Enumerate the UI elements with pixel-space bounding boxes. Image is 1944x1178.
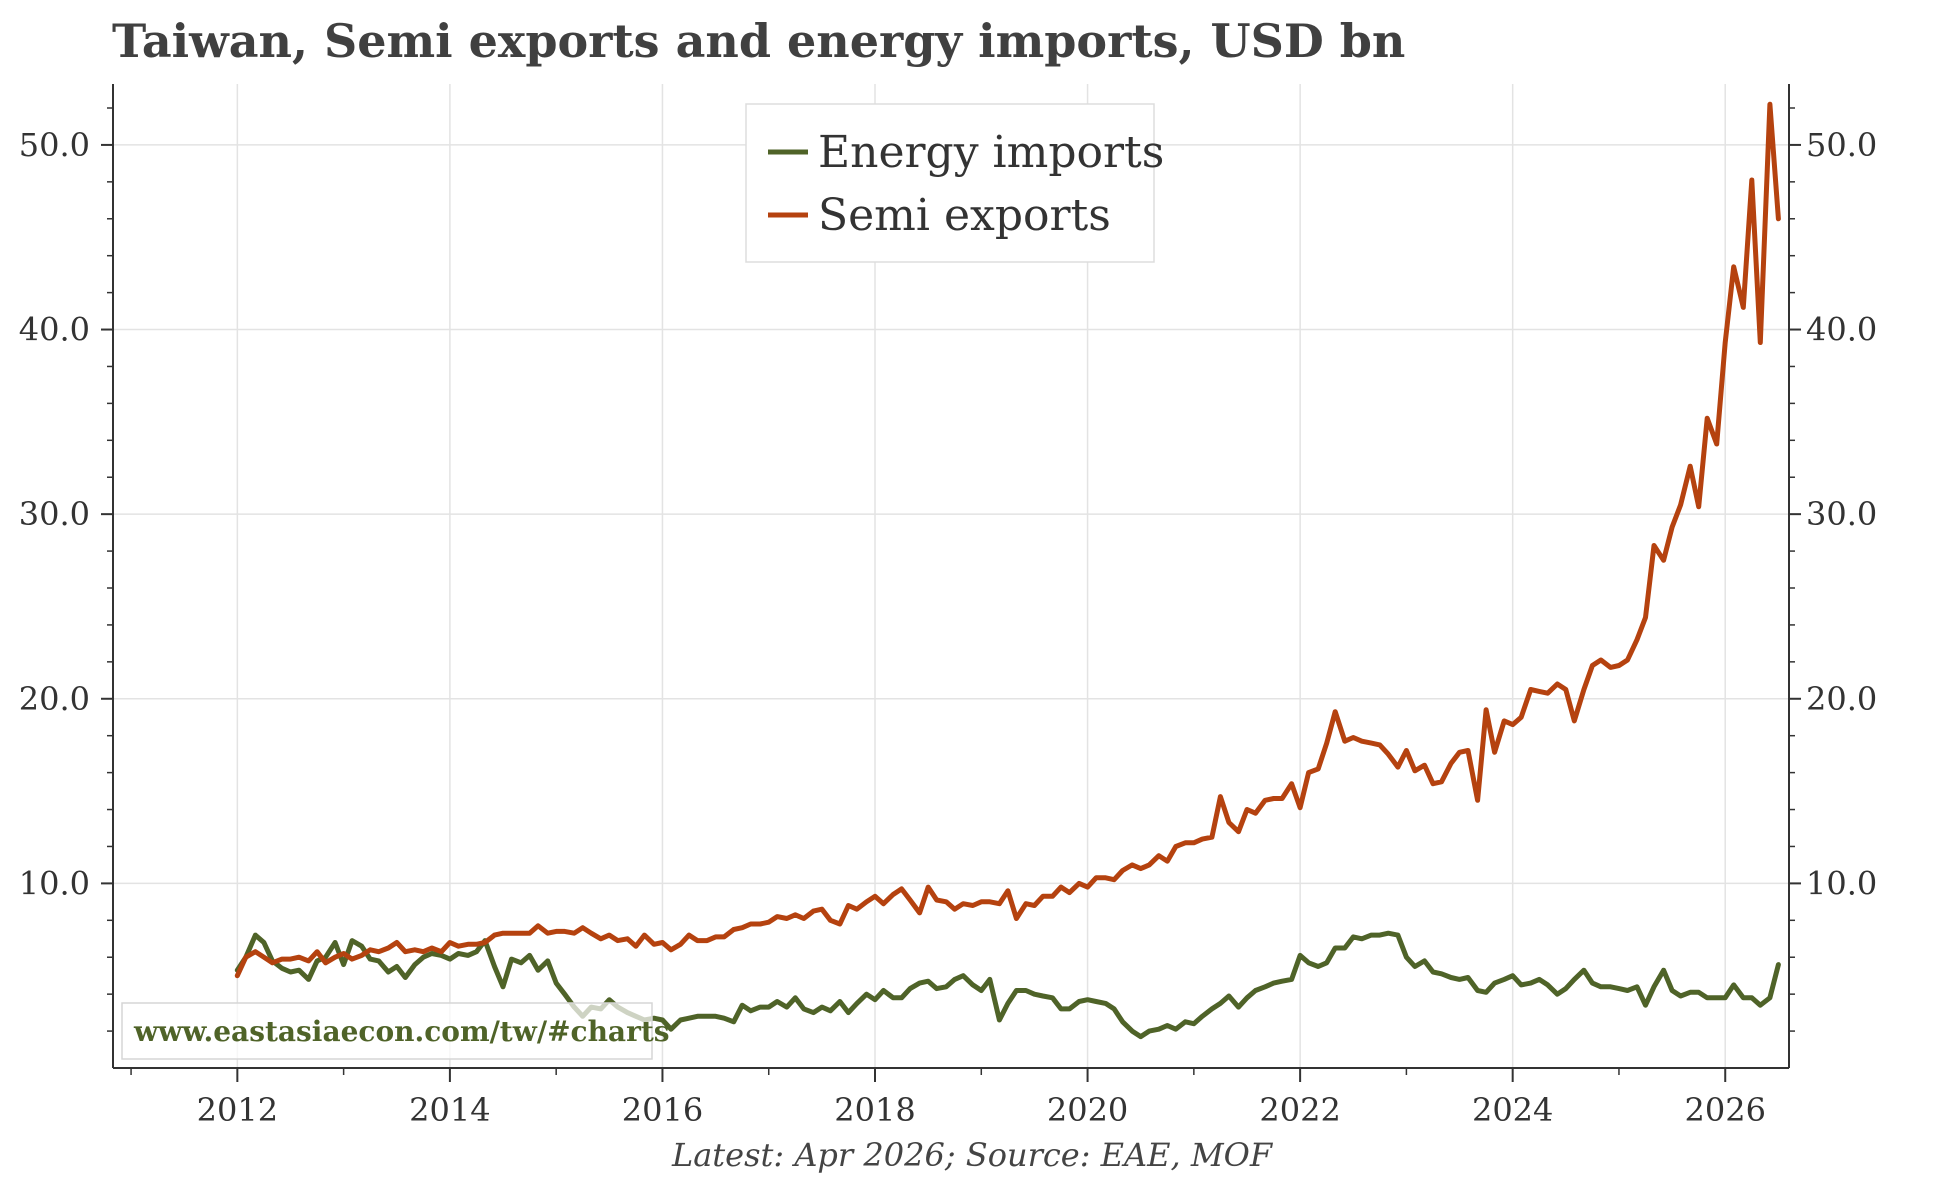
- x-tick-label: 2026: [1685, 1091, 1766, 1129]
- y-tick-label-right: 50.0: [1806, 126, 1877, 164]
- x-tick-label: 2012: [197, 1091, 278, 1129]
- y-tick-label-left: 40.0: [19, 311, 90, 349]
- watermark-text: www.eastasiaecon.com/tw/#charts: [133, 1015, 670, 1048]
- y-tick-label-left: 50.0: [19, 126, 90, 164]
- x-tick-label: 2020: [1047, 1091, 1128, 1129]
- x-tick-label: 2024: [1472, 1091, 1553, 1129]
- watermark: www.eastasiaecon.com/tw/#charts: [121, 1002, 670, 1060]
- y-tick-label-left: 30.0: [19, 495, 90, 533]
- y-tick-label-left: 20.0: [19, 680, 90, 718]
- series-line-semi-exports: [234, 101, 1781, 979]
- x-tick-label: 2016: [622, 1091, 703, 1129]
- watermark-box: [121, 1002, 653, 1060]
- y-tick-label-right: 30.0: [1806, 495, 1877, 533]
- x-tick-label: 2014: [409, 1091, 490, 1129]
- legend-box: [745, 103, 1155, 263]
- series-lines: [234, 101, 1781, 1040]
- y-tick-label-right: 40.0: [1806, 311, 1877, 349]
- x-tick-label: 2022: [1259, 1091, 1340, 1129]
- chart-footer: Latest: Apr 2026; Source: EAE, MOF: [671, 1136, 1273, 1174]
- legend-label-semi-exports: Semi exports: [818, 190, 1111, 241]
- y-tick-label-left: 10.0: [19, 864, 90, 902]
- x-tick-label: 2018: [834, 1091, 915, 1129]
- grid-lines: [113, 84, 1789, 1068]
- legend-label-energy-imports: Energy imports: [818, 127, 1164, 178]
- y-tick-label-right: 10.0: [1806, 864, 1877, 902]
- y-tick-label-right: 20.0: [1806, 680, 1877, 718]
- axes: 10.0 10.0 20.0 20.0 30.0 30.0 40.0 40.0 50.0 50.0…: [19, 84, 1877, 1129]
- chart-title: Taiwan, Semi exports and energy imports,…: [112, 14, 1406, 68]
- legend: Energy imports Semi exports: [745, 103, 1164, 263]
- series-line-energy-imports: [234, 930, 1781, 1040]
